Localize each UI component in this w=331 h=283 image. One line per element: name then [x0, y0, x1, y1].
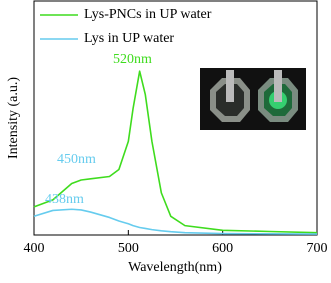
x-tick-label: 700 — [307, 241, 328, 256]
legend-label: Lys in UP water — [84, 31, 174, 46]
x-tick-label: 500 — [118, 241, 139, 256]
x-tick-label: 600 — [212, 241, 233, 256]
series-line — [33, 208, 318, 235]
y-axis-label: Intensity (a.u.) — [6, 77, 21, 159]
series-line — [33, 70, 318, 234]
legend-label: Lys-PNCs in UP water — [84, 7, 212, 22]
x-axis-label: Wavelength(nm) — [128, 260, 222, 275]
x-tick-label: 400 — [24, 241, 45, 256]
annotation: 520nm — [113, 52, 152, 67]
plot-frame — [33, 0, 318, 236]
inset-photo — [200, 68, 306, 130]
annotation: 438nm — [45, 192, 84, 207]
annotation: 450nm — [57, 152, 96, 167]
